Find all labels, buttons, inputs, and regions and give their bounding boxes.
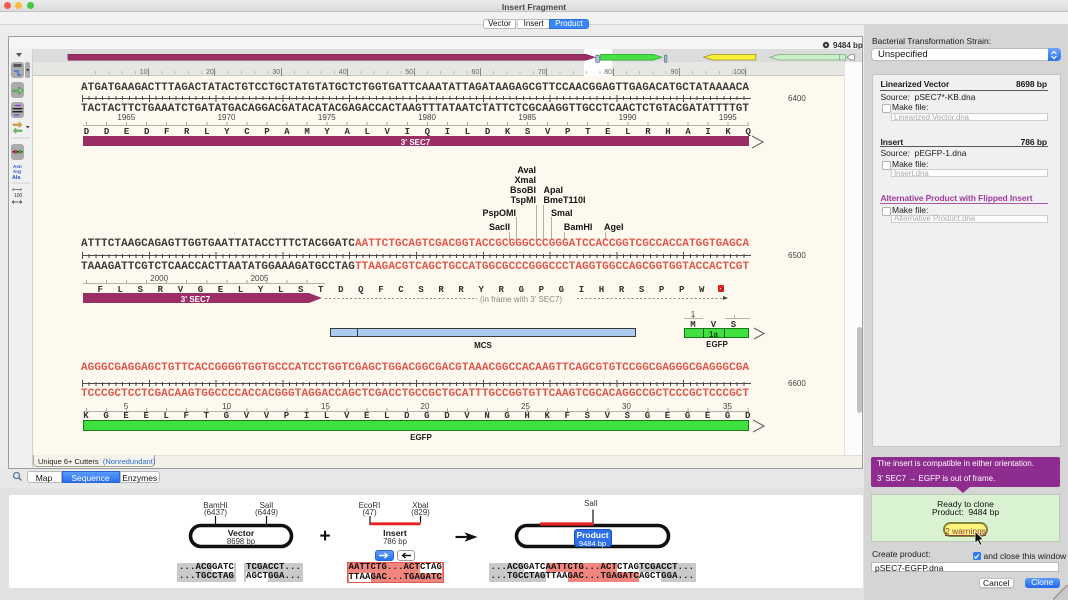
svg-text:Ala: Ala xyxy=(12,175,21,181)
svg-text:Asn: Asn xyxy=(13,164,22,169)
svg-text:Arg: Arg xyxy=(13,169,21,174)
svg-text:100: 100 xyxy=(14,193,23,199)
